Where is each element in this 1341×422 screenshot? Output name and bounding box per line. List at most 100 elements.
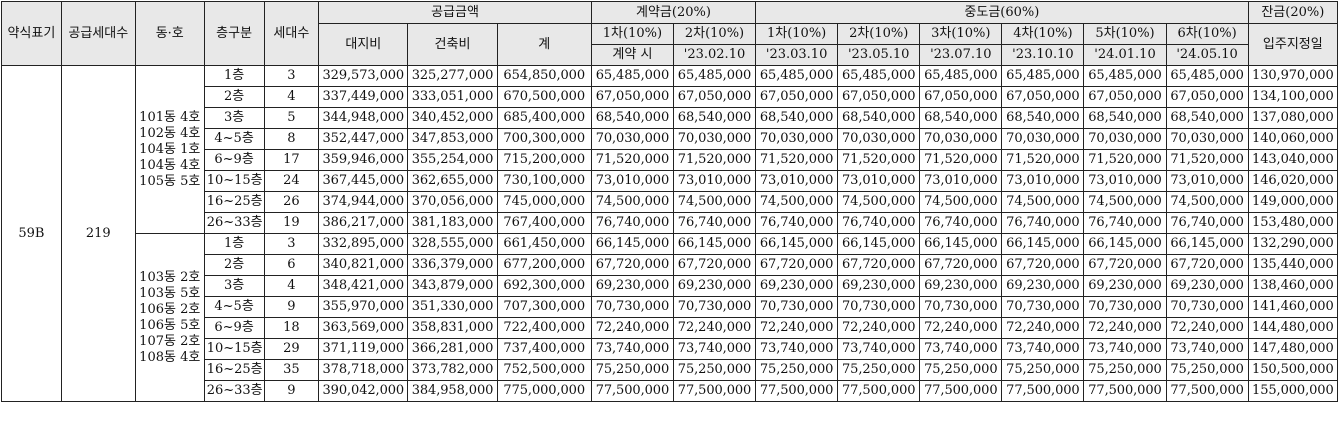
contract-1-cell: 75,250,000 — [590, 359, 674, 381]
units-cell: 6 — [263, 254, 320, 276]
floor-cell: 16~25층 — [203, 191, 265, 213]
interim-6-cell: 67,050,000 — [1165, 86, 1249, 108]
contract-2-cell: 71,520,000 — [672, 149, 757, 171]
building-price-cell: 370,056,000 — [407, 191, 498, 213]
interim-5-cell: 67,050,000 — [1083, 86, 1167, 108]
building-price-cell: 347,853,000 — [407, 128, 498, 150]
land-header: 대지비 — [318, 23, 409, 66]
land-price-cell: 363,569,000 — [318, 317, 409, 339]
interim-6-cell: 70,030,000 — [1165, 128, 1249, 150]
interim-1-cell: 69,230,000 — [755, 275, 839, 297]
type-header: 약식표기 — [1, 1, 62, 66]
interim-4-cell: 68,540,000 — [1001, 107, 1085, 129]
balance-cell: 134,100,000 — [1247, 86, 1339, 108]
interim-5-cell: 71,520,000 — [1083, 149, 1167, 171]
balance-cell: 143,040,000 — [1247, 149, 1339, 171]
interim-1-cell: 74,500,000 — [755, 191, 839, 213]
interim-2-cell: 73,740,000 — [837, 338, 921, 360]
interim-5-date: '24.01.10 — [1083, 44, 1167, 66]
contract-2-cell: 67,720,000 — [672, 254, 757, 276]
contract-2-cell: 65,485,000 — [672, 65, 757, 87]
dong-ho-item: 105동 5호 — [139, 173, 201, 189]
total-price-cell: 722,400,000 — [496, 317, 592, 339]
building-price-cell: 381,183,000 — [407, 212, 498, 234]
table-header: 약식표기 공급세대수 동·호 층구분 세대수 공급금액 계약금(20%) 중도금… — [1, 1, 1339, 66]
units-cell: 9 — [263, 296, 320, 318]
dong-ho-item: 107동 2호 — [139, 333, 201, 349]
interim-3-cell: 72,240,000 — [919, 317, 1003, 339]
contract-1-cell: 73,740,000 — [590, 338, 674, 360]
land-price-cell: 340,821,000 — [318, 254, 409, 276]
building-price-cell: 328,555,000 — [407, 233, 498, 255]
interim-5-cell: 68,540,000 — [1083, 107, 1167, 129]
dong-ho-item: 102동 4호 — [139, 125, 201, 141]
total-price-cell: 707,300,000 — [496, 296, 592, 318]
interim-6-date: '24.05.10 — [1165, 44, 1249, 66]
interim-3-cell: 73,010,000 — [919, 170, 1003, 192]
price-table-wrapper: 약식표기 공급세대수 동·호 층구분 세대수 공급금액 계약금(20%) 중도금… — [1, 1, 1339, 402]
interim-1-cell: 72,240,000 — [755, 317, 839, 339]
interim-6-cell: 71,520,000 — [1165, 149, 1249, 171]
land-price-cell: 378,718,000 — [318, 359, 409, 381]
building-price-cell: 343,879,000 — [407, 275, 498, 297]
interim-4-cell: 75,250,000 — [1001, 359, 1085, 381]
building-price-cell: 366,281,000 — [407, 338, 498, 360]
contract-2-cell: 70,030,000 — [672, 128, 757, 150]
interim-5-cell: 77,500,000 — [1083, 380, 1167, 402]
floor-cell: 2층 — [203, 254, 265, 276]
table-row: 16~25층 35 378,718,000 373,782,000 752,500,00… — [2, 359, 1339, 381]
dong-ho-item: 103동 5호 — [139, 285, 201, 301]
units-cell: 26 — [263, 191, 320, 213]
contract-1-cell: 71,520,000 — [590, 149, 674, 171]
interim-3-cell: 73,740,000 — [919, 338, 1003, 360]
interim-3-cell: 68,540,000 — [919, 107, 1003, 129]
total-price-cell: 677,200,000 — [496, 254, 592, 276]
interim-6-cell: 69,230,000 — [1165, 275, 1249, 297]
interim-4-date: '23.10.10 — [1001, 44, 1085, 66]
dong-ho-item: 104동 4호 — [139, 157, 201, 173]
dong-ho-item: 103동 2호 — [139, 269, 201, 285]
total-price-cell: 745,000,000 — [496, 191, 592, 213]
balance-cell: 135,440,000 — [1247, 254, 1339, 276]
table-row: 3층 4 348,421,000 343,879,000 692,300,000 69,2… — [2, 275, 1339, 297]
interim-4-cell: 77,500,000 — [1001, 380, 1085, 402]
floor-cell: 4~5층 — [203, 296, 265, 318]
interim-6-cell: 70,730,000 — [1165, 296, 1249, 318]
contract-2-cell: 68,540,000 — [672, 107, 757, 129]
interim-5-cell: 65,485,000 — [1083, 65, 1167, 87]
balance-cell: 137,080,000 — [1247, 107, 1339, 129]
interim-6-cell: 65,485,000 — [1165, 65, 1249, 87]
interim-3-cell: 70,730,000 — [919, 296, 1003, 318]
interim-6-cell: 72,240,000 — [1165, 317, 1249, 339]
land-price-cell: 374,944,000 — [318, 191, 409, 213]
interim-3-cell: 65,485,000 — [919, 65, 1003, 87]
interim-5-cell: 76,740,000 — [1083, 212, 1167, 234]
contract-1-cell: 72,240,000 — [590, 317, 674, 339]
total-price-cell: 767,400,000 — [496, 212, 592, 234]
floor-cell: 26~33층 — [203, 212, 265, 234]
building-price-cell: 325,277,000 — [407, 65, 498, 87]
units-cell: 18 — [263, 317, 320, 339]
contract-2-cell: 76,740,000 — [672, 212, 757, 234]
contract-2-cell: 77,500,000 — [672, 380, 757, 402]
interim-3-cell: 76,740,000 — [919, 212, 1003, 234]
building-price-cell: 340,452,000 — [407, 107, 498, 129]
table-body: 59B 219 101동 4호 102동 4호 104동 1호 104동 4호 105동 5… — [1, 65, 1339, 402]
units-cell: 29 — [263, 338, 320, 360]
interim-2-header: 2차(10%) — [837, 23, 921, 45]
supply-units-cell: 219 — [60, 65, 136, 402]
balance-cell: 147,480,000 — [1247, 338, 1339, 360]
interim-2-cell: 73,010,000 — [837, 170, 921, 192]
contract-1-date: 계약 시 — [590, 44, 674, 66]
interim-4-header: 4차(10%) — [1001, 23, 1085, 45]
interim-2-cell: 70,730,000 — [837, 296, 921, 318]
interim-5-cell: 70,730,000 — [1083, 296, 1167, 318]
interim-4-cell: 73,740,000 — [1001, 338, 1085, 360]
contract-1-header: 1차(10%) — [590, 23, 674, 45]
units-cell: 3 — [263, 65, 320, 87]
table-row: 6~9층 17 359,946,000 355,254,000 715,200,000 7… — [2, 149, 1339, 171]
building-price-cell: 384,958,000 — [407, 380, 498, 402]
interim-6-header: 6차(10%) — [1165, 23, 1249, 45]
floor-cell: 16~25층 — [203, 359, 265, 381]
interim-5-cell: 73,740,000 — [1083, 338, 1167, 360]
